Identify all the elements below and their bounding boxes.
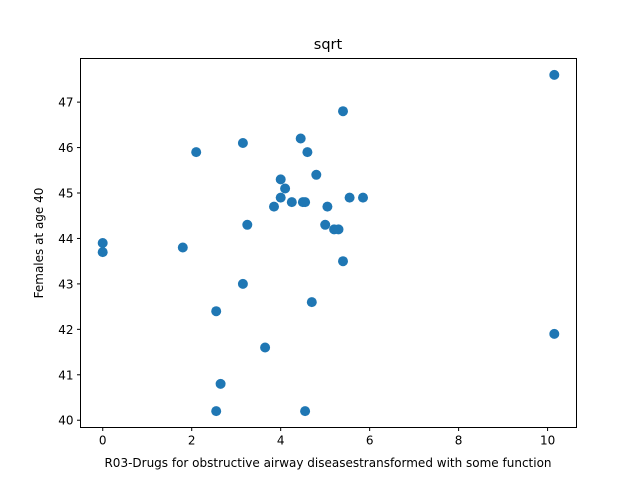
y-tick-label: 45: [58, 187, 73, 201]
x-tick-label: 6: [366, 434, 374, 448]
data-point: [333, 224, 344, 235]
data-point: [97, 238, 108, 248]
data-point: [344, 192, 355, 203]
data-point: [302, 147, 313, 158]
x-tick-label: 4: [277, 434, 285, 448]
x-tick-label: 2: [188, 434, 196, 448]
y-tick-label: 41: [58, 368, 73, 382]
data-point: [286, 197, 297, 208]
data-point: [300, 197, 311, 208]
data-point: [322, 201, 333, 212]
data-point: [260, 342, 271, 353]
data-point: [295, 133, 306, 144]
y-tick-label: 47: [58, 96, 73, 110]
data-point: [549, 69, 560, 80]
data-point: [211, 306, 222, 317]
y-tick-label: 44: [58, 232, 73, 246]
chart-title: sqrt: [314, 37, 343, 53]
plot-area-frame: [80, 58, 577, 428]
data-point: [97, 247, 108, 258]
data-point: [338, 256, 348, 267]
data-point: [338, 106, 348, 117]
y-tick-label: 42: [58, 323, 73, 337]
data-point: [269, 201, 279, 212]
y-tick-label: 46: [58, 141, 73, 155]
y-tick-label: 40: [58, 414, 73, 428]
data-point: [177, 242, 188, 253]
data-point: [358, 192, 368, 203]
x-tick-label: 8: [455, 434, 463, 448]
data-point: [237, 138, 248, 148]
data-points: [97, 69, 560, 417]
x-axis-label: R03-Drugs for obstructive airway disease…: [104, 456, 551, 470]
data-point: [237, 278, 248, 289]
data-point: [275, 192, 286, 203]
data-point: [275, 174, 286, 185]
data-point: [215, 378, 226, 389]
data-point: [549, 328, 560, 339]
y-axis-label: Females at age 40: [32, 188, 46, 299]
data-point: [242, 219, 253, 230]
data-point: [320, 219, 331, 230]
x-tick-label: 0: [99, 434, 107, 448]
data-point: [311, 169, 322, 180]
data-point: [211, 406, 222, 417]
y-tick-label: 43: [58, 277, 73, 291]
data-point: [280, 183, 291, 194]
data-point: [191, 147, 202, 158]
x-tick-label: 10: [540, 434, 555, 448]
data-point: [306, 297, 317, 308]
data-point: [300, 406, 311, 417]
